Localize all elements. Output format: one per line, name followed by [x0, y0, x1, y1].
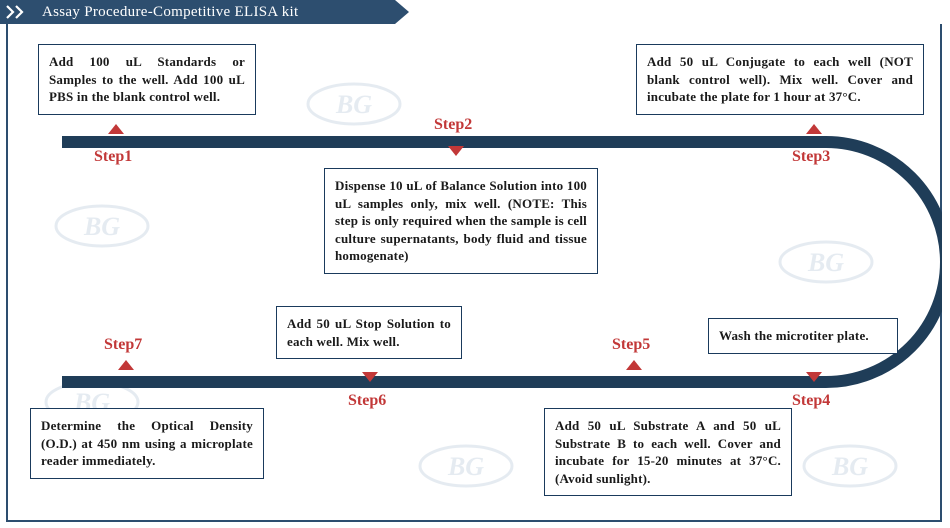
step-1-pointer-icon: [108, 124, 124, 134]
step-1-label: Step1: [94, 148, 132, 166]
step-5-pointer-icon: [626, 360, 642, 370]
step-3-pointer-icon: [806, 124, 822, 134]
step-2-label: Step2: [434, 116, 472, 134]
step-4-pointer-icon: [806, 372, 822, 382]
step-3-box: Add 50 uL Conjugate to each well (NOT bl…: [636, 44, 924, 115]
header-title: Assay Procedure-Competitive ELISA kit: [42, 4, 298, 21]
step-6-pointer-icon: [362, 372, 378, 382]
step-2-pointer-icon: [448, 146, 464, 156]
step-5-label: Step5: [612, 336, 650, 354]
step-1-box: Add 100 uL Standards or Samples to the w…: [38, 44, 256, 115]
step-6-box: Add 50 uL Stop Solution to each well. Mi…: [276, 306, 462, 359]
step-5-box: Add 50 uL Substrate A and 50 uL Substrat…: [544, 408, 792, 496]
step-7-pointer-icon: [118, 360, 134, 370]
header-bar: Assay Procedure-Competitive ELISA kit: [0, 0, 395, 24]
step-4-box: Wash the microtiter plate.: [708, 318, 898, 354]
step-7-box: Determine the Optical Density (O.D.) at …: [30, 408, 264, 479]
step-7-label: Step7: [104, 336, 142, 354]
step-6-label: Step6: [348, 392, 386, 410]
step-3-label: Step3: [792, 148, 830, 166]
step-4-label: Step4: [792, 392, 830, 410]
step-2-box: Dispense 10 uL of Balance Solution into …: [324, 168, 598, 274]
chevron-right-icon: [6, 5, 32, 19]
header-tail-arrow: [395, 0, 409, 24]
